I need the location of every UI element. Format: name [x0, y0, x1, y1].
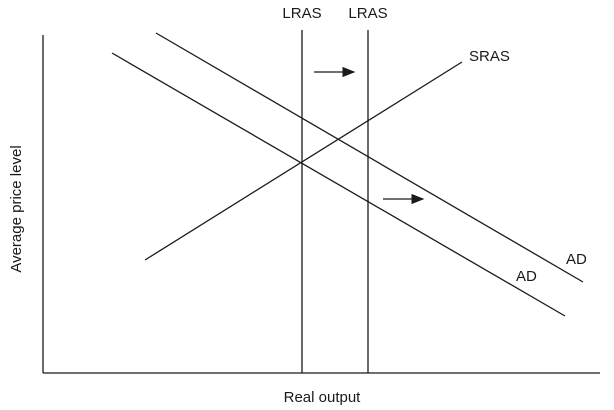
- ad-shifted-label: AD: [566, 251, 587, 268]
- lras-original-label: LRAS: [282, 5, 321, 22]
- ad-original-label: AD: [516, 268, 537, 285]
- sras-label: SRAS: [469, 48, 510, 65]
- lras-shifted-label: LRAS: [348, 5, 387, 22]
- ad-shifted-line: [155, 32, 584, 283]
- ad-original-line: [111, 52, 566, 317]
- sras-line: [144, 61, 463, 261]
- y-axis-label: Average price level: [8, 145, 25, 272]
- x-axis-label: Real output: [284, 389, 362, 406]
